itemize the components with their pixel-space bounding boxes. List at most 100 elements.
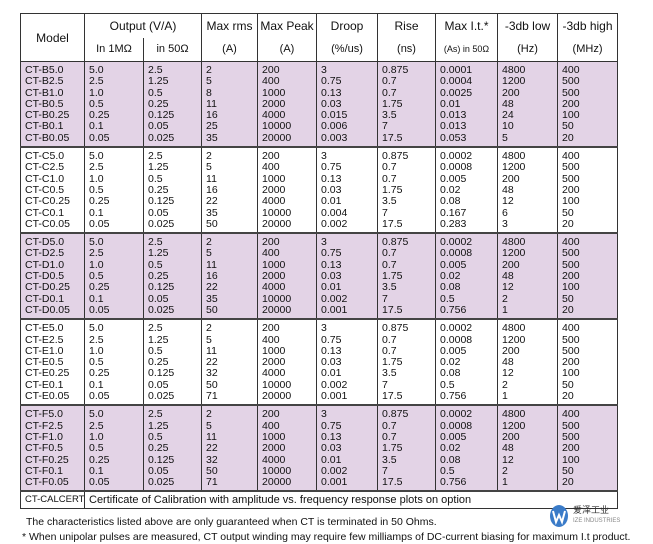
spec-value: 0.756 xyxy=(440,476,467,489)
spec-value: 0.05 xyxy=(89,217,110,230)
logo-mark-icon: 爱泽工业 IZE INDUSTRIES xyxy=(550,505,620,527)
value-cell: 0.0002 0.0008 0.005 0.02 0.08 0.5 0.756 xyxy=(435,405,499,493)
model-name: CT-D0.5 xyxy=(25,270,65,283)
value-cell: 0.875 0.7 0.7 1.75 3.5 7 17.5 xyxy=(377,405,437,493)
spec-value: 17.5 xyxy=(382,217,403,230)
spec-value: 200 xyxy=(562,356,580,369)
spec-value: 2000 xyxy=(262,356,286,369)
value-cell: 200 400 1000 2000 4000 10000 20000 xyxy=(257,147,318,235)
spec-value: 0.875 xyxy=(382,408,409,421)
svg-text:爱泽工业: 爱泽工业 xyxy=(573,505,609,516)
spec-value: 0.7 xyxy=(382,161,397,174)
spec-value: 5 xyxy=(206,333,212,346)
model-cell: CT-B5.0 CT-B2.5 CT-B1.0 CT-B0.5 CT-B0.25 CT-B… xyxy=(20,61,85,149)
spec-value: 200 xyxy=(262,236,280,249)
spec-value: 12 xyxy=(502,367,514,380)
model-name: CT-B0.05 xyxy=(25,131,70,144)
spec-value: 2.5 xyxy=(89,247,104,260)
spec-value: 0.005 xyxy=(440,430,467,443)
spec-value: 10000 xyxy=(262,206,292,219)
header-output: Output (V/A) xyxy=(83,13,203,38)
model-name: CT-C0.5 xyxy=(25,183,65,196)
model-name: CT-D0.05 xyxy=(25,303,70,316)
spec-value: 0.5 xyxy=(89,270,104,283)
spec-value: 0.125 xyxy=(148,195,175,208)
spec-value: 0.13 xyxy=(321,430,342,443)
value-cell: 400 500 500 200 100 50 20 xyxy=(557,147,619,235)
spec-value: 0.756 xyxy=(440,390,467,403)
model-name: CT-B0.1 xyxy=(25,120,64,133)
spec-value: 0.875 xyxy=(382,150,409,163)
spec-value: 0.02 xyxy=(440,356,461,369)
spec-value: 71 xyxy=(206,390,218,403)
spec-value: 0.5 xyxy=(89,442,104,455)
group-row: CT-E5.0 CT-E2.5 CT-E1.0 CT-E0.5 CT-E0.25 CT-E… xyxy=(20,319,619,407)
value-cell: 4800 1200 200 48 24 10 5 xyxy=(497,61,559,149)
spec-value: 0.01 xyxy=(321,453,342,466)
spec-value: 0.125 xyxy=(148,281,175,294)
spec-value: 0.7 xyxy=(382,172,397,185)
spec-value: 0.01 xyxy=(440,97,461,110)
value-cell: 2.5 1.25 0.5 0.25 0.125 0.05 0.025 xyxy=(142,61,203,149)
model-name: CT-E2.5 xyxy=(25,333,64,346)
spec-value: 0.13 xyxy=(321,258,342,271)
model-name: CT-B0.5 xyxy=(25,97,64,110)
spec-value: 0.01 xyxy=(321,281,342,294)
value-cell: 2.5 1.25 0.5 0.25 0.125 0.05 0.025 xyxy=(142,405,203,493)
spec-value: 22 xyxy=(206,356,218,369)
spec-value: 5.0 xyxy=(89,408,104,421)
spec-value: 0.0008 xyxy=(440,419,473,432)
ize-logo: 爱泽工业 IZE INDUSTRIES xyxy=(548,503,638,533)
spec-value: 0.002 xyxy=(321,292,348,305)
spec-value: 1.0 xyxy=(89,86,104,99)
spec-value: 0.5 xyxy=(148,258,163,271)
spec-value: 1.75 xyxy=(382,97,403,110)
spec-value: 48 xyxy=(502,356,514,369)
spec-value: 20 xyxy=(562,390,574,403)
header-high: -3db high xyxy=(557,13,619,38)
spec-value: 11 xyxy=(206,258,217,271)
spec-value: 1200 xyxy=(502,333,526,346)
unit-maxrms: (A) xyxy=(201,37,259,62)
spec-value: 4800 xyxy=(502,408,526,421)
spec-value: 200 xyxy=(502,86,520,99)
spec-value: 500 xyxy=(562,419,580,432)
spec-value: 35 xyxy=(206,292,218,305)
spec-value: 200 xyxy=(502,172,520,185)
spec-value: 50 xyxy=(206,303,218,316)
spec-value: 0.5 xyxy=(148,86,163,99)
spec-value: 200 xyxy=(562,183,580,196)
spec-value: 500 xyxy=(562,430,580,443)
spec-value: 0.002 xyxy=(321,378,348,391)
model-name: CT-F2.5 xyxy=(25,419,63,432)
spec-value: 10000 xyxy=(262,464,292,477)
spec-value: 7 xyxy=(382,378,388,391)
spec-value: 1.25 xyxy=(148,419,169,432)
spec-value: 50 xyxy=(562,292,574,305)
spec-value: 6 xyxy=(502,206,508,219)
spec-value: 400 xyxy=(262,161,280,174)
spec-value: 71 xyxy=(206,476,218,489)
value-cell: 200 400 1000 2000 4000 10000 20000 xyxy=(257,405,318,493)
value-cell: 5.0 2.5 1.0 0.5 0.25 0.1 0.05 xyxy=(84,319,144,407)
spec-value: 0.02 xyxy=(440,270,461,283)
spec-value: 4000 xyxy=(262,281,286,294)
spec-value: 0.05 xyxy=(89,303,110,316)
spec-value: 1.0 xyxy=(89,258,104,271)
spec-value: 500 xyxy=(562,333,580,346)
spec-value: 35 xyxy=(206,131,218,144)
spec-value: 0.002 xyxy=(321,217,348,230)
footnote-termination: The characteristics listed above are onl… xyxy=(26,516,437,528)
spec-value: 0.0008 xyxy=(440,247,473,260)
spec-value: 0.756 xyxy=(440,303,467,316)
spec-value: 25 xyxy=(206,120,218,133)
spec-value: 0.025 xyxy=(148,131,175,144)
model-cell: CT-E5.0 CT-E2.5 CT-E1.0 CT-E0.5 CT-E0.25 CT-E… xyxy=(20,319,85,407)
spec-value: 0.03 xyxy=(321,356,342,369)
model-name: CT-D1.0 xyxy=(25,258,65,271)
model-name: CT-F0.25 xyxy=(25,453,69,466)
spec-value: 50 xyxy=(562,378,574,391)
header-in50: in 50Ω xyxy=(142,37,203,62)
spec-value: 2 xyxy=(502,464,508,477)
spec-value: 0.05 xyxy=(148,120,169,133)
